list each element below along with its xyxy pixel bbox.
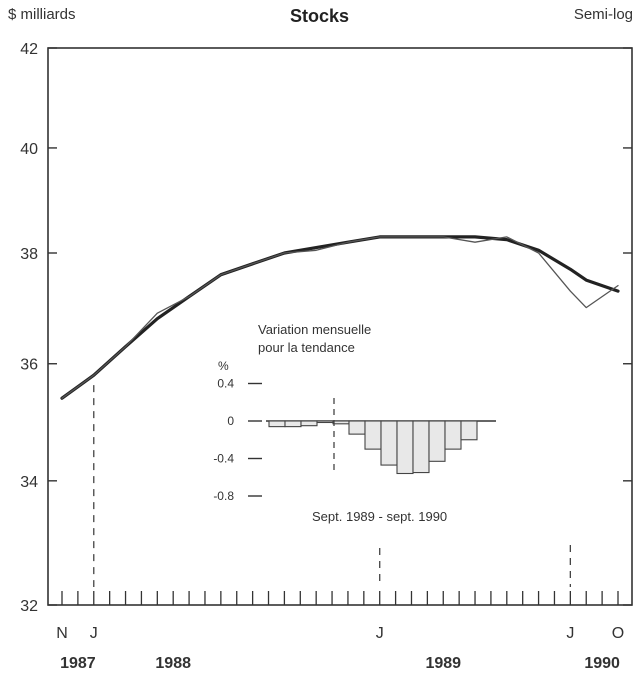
x-year-label: 1990: [584, 655, 620, 672]
actual-line: [61, 236, 619, 399]
x-tick-label: J: [566, 625, 574, 642]
inset-bar: [316, 420, 334, 424]
y-tick-label: 42: [20, 41, 38, 58]
scale-label: Semi-log: [573, 6, 633, 23]
inset-y-tick-label: -0.8: [213, 489, 234, 503]
inset-y-tick-label: 0.4: [217, 377, 234, 391]
chart-title: Stocks: [289, 6, 350, 26]
x-year-label: 1989: [425, 655, 461, 672]
inset-bar: [460, 420, 478, 441]
inset-bar: [428, 420, 446, 462]
x-tick-label: N: [56, 625, 68, 642]
plot-frame: [47, 47, 633, 606]
y-tick-label: 40: [20, 141, 38, 158]
inset-bar: [332, 420, 350, 425]
x-tick-label: J: [376, 625, 384, 642]
inset-y-tick-label: 0: [227, 414, 234, 428]
inset-bar: [348, 420, 366, 435]
inset-bar: [396, 420, 414, 475]
y-unit-label: $ milliards: [8, 6, 76, 23]
x-year-label: 1988: [155, 655, 191, 672]
x-year-label: 1987: [60, 655, 96, 672]
inset-y-tick-label: -0.4: [213, 452, 234, 466]
trend-line: [60, 235, 620, 400]
x-tick-label: O: [612, 625, 624, 642]
inset-title-line-2: pour la tendance: [258, 340, 355, 355]
inset-title-line-1: Variation mensuelle: [258, 322, 371, 337]
inset-bar: [444, 420, 462, 450]
inset-y-unit: %: [218, 359, 229, 373]
y-tick-label: 34: [20, 474, 38, 491]
inset-bar: [412, 420, 430, 474]
inset-bar: [300, 420, 318, 427]
y-tick-label: 32: [20, 598, 38, 615]
inset-bar: [268, 420, 286, 428]
inset-bar: [284, 420, 302, 428]
y-tick-label: 38: [20, 246, 38, 263]
inset-bar: [364, 420, 382, 450]
inset-annotation: Sept. 1989 - sept. 1990: [312, 509, 447, 524]
y-tick-label: 36: [20, 357, 38, 374]
inset-bar: [380, 420, 398, 466]
x-tick-label: J: [90, 625, 98, 642]
